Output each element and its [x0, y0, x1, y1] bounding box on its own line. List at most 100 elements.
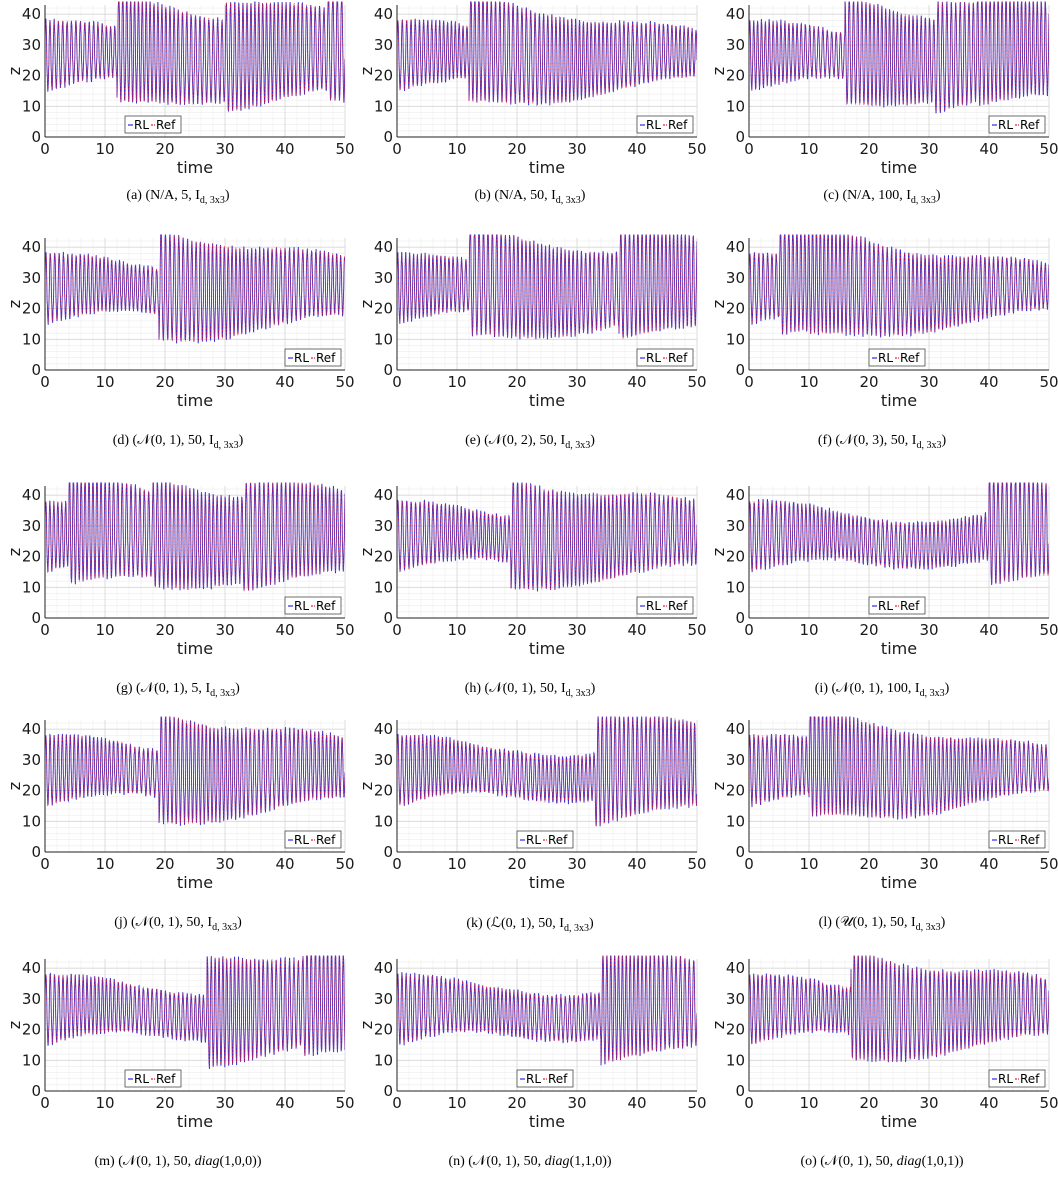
- x-tick-label: 0: [392, 1094, 402, 1112]
- legend-rl-label: RL: [998, 833, 1013, 847]
- legend: RL Ref: [124, 1069, 182, 1088]
- x-tick-label: 20: [507, 1094, 526, 1112]
- x-tick-label: 30: [919, 140, 938, 158]
- legend-ref-label: Ref: [900, 599, 920, 613]
- x-tick-label: 10: [447, 855, 466, 873]
- y-tick-label: 40: [22, 5, 41, 23]
- caption-end: ): [590, 433, 595, 448]
- legend-rl-label: RL: [134, 118, 149, 132]
- x-tick-label: 0: [744, 140, 754, 158]
- series-ref-line: [45, 482, 345, 592]
- y-tick-label: 0: [31, 1082, 41, 1100]
- y-tick-label: 30: [374, 751, 393, 769]
- caption-diag: diag: [896, 1154, 922, 1169]
- subfigure-caption: (c) (N/A, 100, Id, 3x3): [712, 188, 1052, 206]
- x-tick-label: 40: [979, 621, 998, 639]
- line-chart: 0 10 20 30 40 50 0 10 20 30 40 time z RL Ref: [5, 482, 355, 658]
- subfigure-caption: (j) (𝒩(0, 1), 50, Id, 3x3): [8, 915, 348, 933]
- y-tick-label: 30: [726, 990, 745, 1008]
- series-ref-line: [397, 955, 697, 1065]
- y-tick-label: 0: [383, 1082, 393, 1100]
- x-tick-label: 50: [687, 140, 706, 158]
- legend-rl-label: RL: [878, 599, 893, 613]
- legend-ref-label: Ref: [316, 351, 336, 365]
- x-tick-label: 0: [392, 855, 402, 873]
- y-tick-label: 40: [22, 959, 41, 977]
- subfigure-caption: (m) (𝒩(0, 1), 50, diag(1,0,0)): [8, 1154, 348, 1170]
- y-tick-label: 10: [726, 812, 745, 830]
- caption-subscript: d, 3x3: [210, 687, 236, 699]
- y-tick-label: 30: [22, 269, 41, 287]
- y-tick-label: 10: [22, 97, 41, 115]
- series-ref-line: [397, 482, 697, 590]
- series-ref-line: [749, 716, 1049, 818]
- chart-panel: 0 10 20 30 40 50 0 10 20 30 40 time z RL Ref (h) (𝒩(0, …: [357, 481, 707, 703]
- subfigure-caption: (h) (𝒩(0, 1), 50, Id, 3x3): [360, 681, 700, 699]
- caption-identity: I: [551, 188, 556, 203]
- x-tick-label: 50: [687, 621, 706, 639]
- caption-subscript: d, 3x3: [213, 439, 239, 451]
- y-tick-label: 40: [374, 959, 393, 977]
- x-tick-label: 20: [155, 621, 174, 639]
- chart-panel: 0 10 20 30 40 50 0 10 20 30 40 time z RL Ref (d) (𝒩(0, …: [5, 233, 355, 455]
- x-axis-label: time: [529, 873, 565, 892]
- y-tick-label: 30: [374, 36, 393, 54]
- series-ref-line: [45, 1, 345, 113]
- x-tick-label: 20: [155, 373, 174, 391]
- x-tick-label: 40: [979, 140, 998, 158]
- legend-rl-label: RL: [998, 1072, 1013, 1086]
- x-tick-label: 20: [859, 621, 878, 639]
- x-tick-label: 20: [859, 855, 878, 873]
- line-chart: 0 10 20 30 40 50 0 10 20 30 40 time z RL Ref: [357, 955, 707, 1131]
- x-tick-label: 10: [95, 1094, 114, 1112]
- y-tick-label: 40: [22, 720, 41, 738]
- legend-rl-label: RL: [998, 118, 1013, 132]
- y-tick-label: 40: [726, 5, 745, 23]
- legend-rl-label: RL: [294, 833, 309, 847]
- x-tick-label: 0: [40, 1094, 50, 1112]
- y-tick-label: 40: [726, 959, 745, 977]
- x-axis-label: time: [177, 639, 213, 658]
- y-tick-label: 10: [22, 578, 41, 596]
- legend-ref-label: Ref: [548, 1072, 568, 1086]
- caption-end: ): [941, 433, 947, 448]
- caption-end: ): [235, 681, 240, 696]
- legend-rl-label: RL: [646, 599, 661, 613]
- caption-end: ): [238, 433, 244, 448]
- x-tick-label: 40: [275, 621, 294, 639]
- x-tick-label: 50: [687, 855, 706, 873]
- x-tick-label: 0: [40, 621, 50, 639]
- x-tick-label: 0: [40, 140, 50, 158]
- subfigure-caption: (a) (N/A, 5, Id, 3x3): [8, 188, 348, 206]
- y-tick-label: 0: [735, 128, 745, 146]
- subfigure-caption: (g) (𝒩(0, 1), 5, Id, 3x3): [8, 681, 348, 699]
- x-axis-label: time: [177, 873, 213, 892]
- x-tick-label: 30: [215, 373, 234, 391]
- y-tick-label: 20: [726, 548, 745, 566]
- caption-identity: I: [559, 916, 564, 931]
- series-ref-line: [749, 955, 1049, 1062]
- x-tick-label: 30: [215, 140, 234, 158]
- y-tick-label: 30: [726, 751, 745, 769]
- y-axis-label: z: [5, 782, 24, 790]
- caption-subscript: d, 3x3: [565, 439, 591, 451]
- x-tick-label: 20: [859, 140, 878, 158]
- y-tick-label: 10: [726, 97, 745, 115]
- legend: RL Ref: [516, 1069, 574, 1088]
- legend-rl-label: RL: [646, 351, 661, 365]
- y-axis-label: z: [5, 548, 24, 556]
- line-chart: 0 10 20 30 40 50 0 10 20 30 40 time z RL Ref: [5, 955, 355, 1131]
- y-tick-label: 20: [726, 67, 745, 85]
- y-axis-label: z: [709, 300, 728, 308]
- y-tick-label: 40: [22, 238, 41, 256]
- x-tick-label: 10: [95, 621, 114, 639]
- caption-text: (m) (𝒩(0, 1), 50,: [94, 1154, 195, 1169]
- caption-subscript: d, 3x3: [199, 194, 225, 206]
- line-chart: 0 10 20 30 40 50 0 10 20 30 40 time z RL Ref: [709, 955, 1058, 1131]
- x-axis-label: time: [881, 873, 917, 892]
- caption-text: (n) (𝒩(0, 1), 50,: [448, 1154, 545, 1169]
- x-tick-label: 10: [447, 621, 466, 639]
- legend-ref-label: Ref: [668, 351, 688, 365]
- x-axis-label: time: [881, 158, 917, 177]
